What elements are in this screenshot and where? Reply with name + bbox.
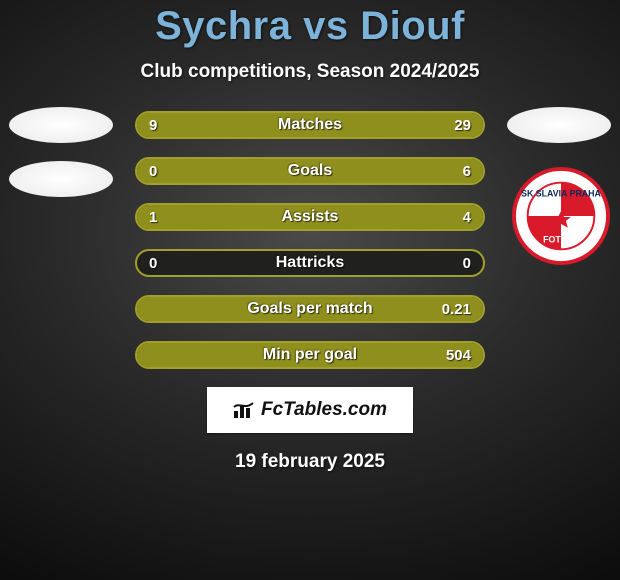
fctables-badge-text: FcTables.com	[261, 399, 387, 421]
comparison-card: Sychra vs Diouf Club competitions, Seaso…	[0, 0, 620, 580]
stat-value-left: 0	[149, 251, 157, 275]
stat-fill-left	[137, 113, 219, 137]
stat-row: 14Assists	[135, 203, 485, 231]
stat-fill-right	[219, 113, 483, 137]
subtitle: Club competitions, Season 2024/2025	[0, 61, 620, 83]
stats-stage: SK SLAVIA PRAHA FOTBAL 929Matches 06Goals…	[0, 111, 620, 473]
stat-row: 06Goals	[135, 157, 485, 185]
slavia-praha-icon: SK SLAVIA PRAHA FOTBAL	[512, 167, 610, 265]
club-logo-left-2	[6, 149, 116, 209]
stat-row: 929Matches	[135, 111, 485, 139]
svg-text:FOTBAL: FOTBAL	[543, 234, 579, 244]
page-title: Sychra vs Diouf	[0, 4, 620, 49]
player-right-name: Diouf	[360, 4, 465, 48]
stat-row: 504Min per goal	[135, 341, 485, 369]
stat-fill-right	[137, 297, 483, 321]
bar-chart-icon	[233, 401, 255, 419]
svg-text:SK SLAVIA PRAHA: SK SLAVIA PRAHA	[521, 188, 601, 198]
ellipse-placeholder-icon	[507, 107, 611, 143]
stat-label: Hattricks	[137, 251, 483, 275]
stat-row: 0 0Hattricks	[135, 249, 485, 277]
player-left-name: Sychra	[155, 4, 291, 48]
club-logo-slavia-praha: SK SLAVIA PRAHA FOTBAL	[512, 167, 610, 265]
club-logo-left-1	[6, 95, 116, 155]
date-stamp: 19 february 2025	[0, 451, 620, 473]
fctables-badge[interactable]: FcTables.com	[207, 387, 413, 433]
stat-fill-right	[137, 159, 483, 183]
ellipse-placeholder-icon	[9, 107, 113, 143]
stat-fill-right	[206, 205, 483, 229]
stat-value-right: 0	[463, 251, 471, 275]
title-vs: vs	[292, 4, 361, 48]
stat-row: 0.21Goals per match	[135, 295, 485, 323]
club-logo-right-1	[504, 95, 614, 155]
stat-fill-left	[137, 205, 206, 229]
stat-fill-right	[137, 343, 483, 367]
stat-bars: 929Matches 06Goals 14Assists 0 0Hattricks 0.2…	[135, 111, 485, 369]
ellipse-placeholder-icon	[9, 161, 113, 197]
